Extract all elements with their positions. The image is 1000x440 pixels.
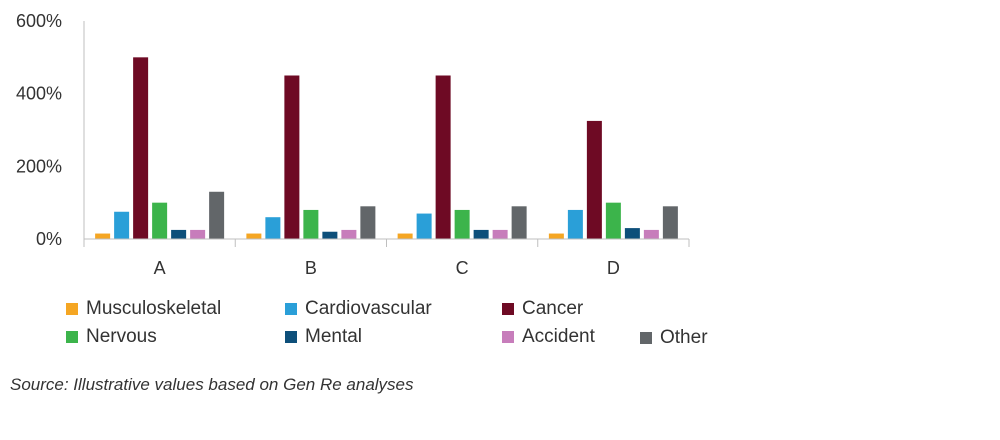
bar-mental-b	[322, 231, 338, 239]
x-axis: A B C D	[83, 238, 690, 278]
bar-cardiovascular-c	[416, 213, 432, 239]
bar-other-a	[209, 191, 225, 239]
y-tick-label: 600%	[16, 11, 62, 31]
legend-swatch-cancer	[502, 303, 514, 315]
bar-accident-c	[492, 229, 508, 239]
bar-cancer-c	[435, 75, 451, 239]
legend-item-other: Other	[640, 323, 708, 353]
legend-swatch-musculoskeletal	[66, 303, 78, 315]
legend-item-cardiovascular: Cardiovascular	[285, 294, 432, 324]
bar-cardiovascular-d	[567, 209, 583, 239]
bar-other-c	[511, 206, 527, 239]
x-category-label: C	[456, 258, 469, 278]
bar-other-d	[662, 206, 678, 239]
legend-item-nervous: Nervous	[66, 322, 157, 352]
y-tick-label: 200%	[16, 156, 62, 176]
x-category-label: D	[607, 258, 620, 278]
bar-musculoskeletal-b	[246, 233, 262, 239]
legend-label-nervous: Nervous	[86, 326, 157, 347]
bar-musculoskeletal-c	[397, 233, 413, 239]
legend-item-cancer: Cancer	[502, 294, 583, 324]
legend-label-other: Other	[660, 327, 708, 348]
legend-item-mental: Mental	[285, 322, 362, 352]
legend: Musculoskeletal Cardiovascular Cancer Ne…	[66, 294, 766, 360]
legend-swatch-mental	[285, 331, 297, 343]
legend-label-cardiovascular: Cardiovascular	[305, 298, 432, 319]
y-tick-label: 0%	[36, 229, 62, 249]
legend-label-accident: Accident	[522, 326, 595, 347]
bar-cancer-a	[133, 57, 149, 240]
bar-cardiovascular-a	[114, 211, 130, 239]
bar-musculoskeletal-d	[548, 233, 564, 239]
bars	[95, 57, 678, 240]
legend-item-musculoskeletal: Musculoskeletal	[66, 294, 221, 324]
legend-swatch-other	[640, 332, 652, 344]
legend-swatch-accident	[502, 331, 514, 343]
bar-mental-c	[473, 229, 489, 239]
legend-label-cancer: Cancer	[522, 298, 584, 319]
legend-item-accident: Accident	[502, 322, 595, 352]
bar-nervous-b	[303, 209, 319, 239]
bar-accident-a	[190, 229, 206, 239]
bar-cardiovascular-b	[265, 217, 281, 239]
bar-accident-d	[643, 229, 659, 239]
bar-cancer-d	[586, 120, 602, 239]
x-category-label: A	[154, 258, 166, 278]
legend-label-musculoskeletal: Musculoskeletal	[86, 298, 222, 319]
bar-nervous-c	[454, 209, 470, 239]
bar-musculoskeletal-a	[95, 233, 111, 239]
legend-swatch-cardiovascular	[285, 303, 297, 315]
x-category-label: B	[305, 258, 317, 278]
bar-other-b	[360, 206, 376, 239]
bar-mental-d	[624, 228, 640, 239]
bar-chart: 0% 200% 400% 600% A B C D	[16, 11, 690, 278]
bar-nervous-a	[152, 202, 168, 239]
legend-label-mental: Mental	[305, 326, 363, 347]
bar-accident-b	[341, 229, 357, 239]
bar-nervous-d	[605, 202, 621, 239]
legend-swatch-nervous	[66, 331, 78, 343]
y-axis: 0% 200% 400% 600%	[16, 11, 85, 249]
bar-mental-a	[171, 229, 187, 239]
source-note: Source: Illustrative values based on Gen…	[10, 375, 414, 394]
y-tick-label: 400%	[16, 84, 62, 104]
bar-cancer-b	[284, 75, 300, 239]
